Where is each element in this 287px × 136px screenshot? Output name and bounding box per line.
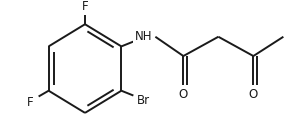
- Text: Br: Br: [137, 94, 150, 107]
- Text: O: O: [179, 88, 188, 101]
- Text: NH: NH: [135, 30, 152, 43]
- Text: O: O: [249, 88, 258, 101]
- Text: F: F: [27, 96, 34, 109]
- Text: F: F: [82, 0, 88, 13]
